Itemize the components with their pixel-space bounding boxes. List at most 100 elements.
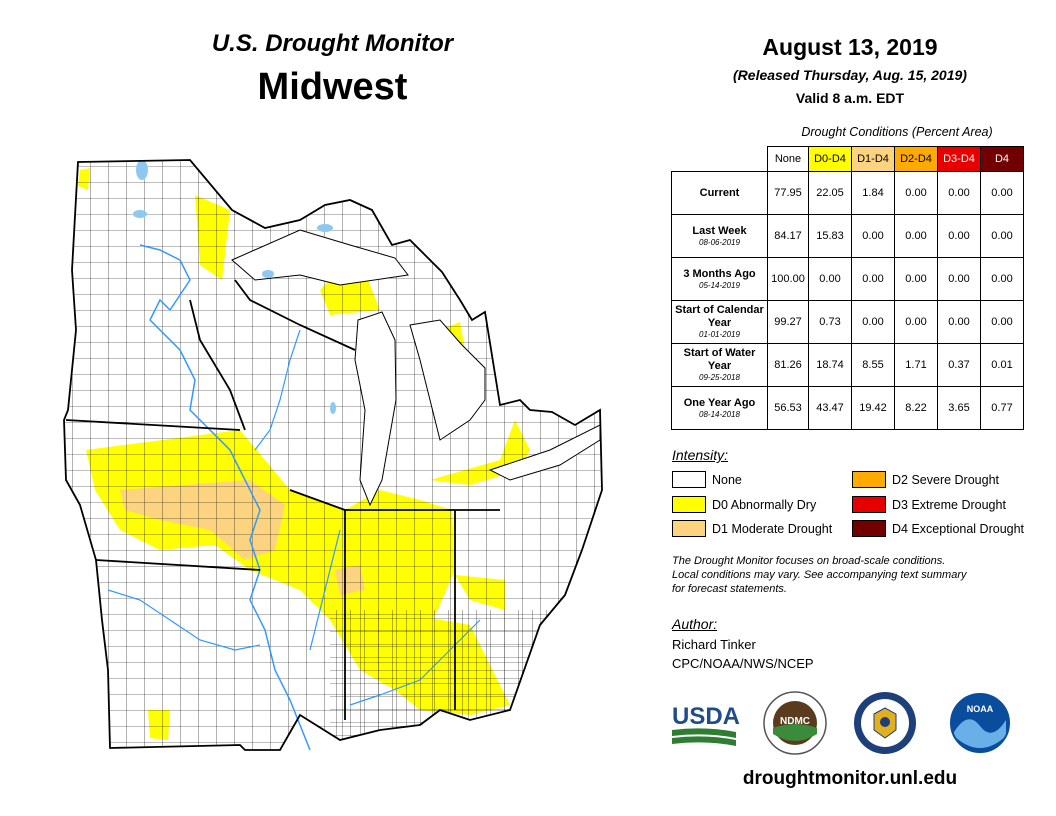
commerce-seal-icon: [854, 692, 916, 754]
table-cell: 8.22: [894, 386, 938, 430]
row-label: 3 Months Ago 05-14-2019: [671, 257, 768, 301]
legend-item-d2: D2 Severe Drought: [852, 471, 999, 488]
legend-swatch: [672, 471, 706, 488]
legend-item-none: None: [672, 471, 742, 488]
note-line: for forecast statements.: [672, 583, 787, 595]
drought-map: [63, 159, 603, 751]
wisconsin-river: [254, 329, 301, 451]
legend-swatch: [672, 520, 706, 537]
table-cell: 19.42: [851, 386, 895, 430]
row-label-text: Start of Water Year: [683, 347, 756, 372]
table-cell: 0.00: [894, 214, 938, 258]
table-row: One Year Ago 08-14-2018 56.53 43.47 19.42 8.2…: [671, 386, 1024, 430]
row-date: 05-14-2019: [699, 280, 740, 290]
legend-label: D1 Moderate Drought: [712, 521, 833, 536]
ndmc-logo-icon: NDMC: [763, 691, 827, 755]
map-date: August 13, 2019: [762, 34, 938, 60]
row-date: 08-06-2019: [699, 237, 740, 247]
lake-icon: [262, 270, 274, 278]
svg-text:USDA: USDA: [672, 703, 740, 730]
table-cell: 22.05: [808, 171, 852, 215]
table-cell: 0.00: [937, 257, 981, 301]
table-cell: 1.84: [851, 171, 895, 215]
table-cell: 100.00: [767, 257, 809, 301]
row-label-text: Start of Calendar Year: [675, 304, 764, 329]
row-label-text: 3 Months Ago: [683, 267, 756, 280]
table-cell: 0.73: [808, 300, 852, 344]
usda-logo-icon: USDA: [672, 703, 740, 746]
legend-item-d1: D1 Moderate Drought: [672, 520, 832, 537]
row-label: Start of Water Year 09-25-2018: [671, 343, 768, 387]
lake-icon: [330, 402, 336, 414]
table-cell: 56.53: [767, 386, 809, 430]
website-link[interactable]: droughtmonitor.unl.edu: [742, 768, 958, 789]
monitor-title: U.S. Drought Monitor: [211, 30, 454, 57]
row-date: 01-01-2019: [699, 330, 740, 339]
table-cell: 0.00: [808, 257, 852, 301]
state-borders: [63, 159, 603, 751]
legend-label: D4 Exceptional Drought: [892, 521, 1025, 536]
ohio-river: [349, 619, 481, 706]
table-cell: 81.26: [767, 343, 809, 387]
svg-text:NDMC: NDMC: [780, 716, 810, 727]
illinois-river: [309, 529, 341, 651]
table-row: Start of Water Year 09-25-2018 81.26 18.74 8…: [671, 343, 1024, 387]
valid-time: Valid 8 a.m. EDT: [795, 90, 905, 106]
disclaimer-note: The Drought Monitor focuses on broad-sca…: [672, 554, 1032, 596]
table-cell: 0.00: [980, 171, 1024, 215]
col-d1-d4: D1-D4: [851, 146, 895, 172]
table-cell: 0.00: [851, 300, 895, 344]
legend-swatch: [852, 496, 886, 513]
row-label-text: Current: [699, 186, 740, 199]
table-cell: 99.27: [767, 300, 809, 344]
row-label-text: Last Week: [692, 224, 747, 237]
author-org: CPC/NOAA/NWS/NCEP: [672, 656, 814, 671]
legend-swatch: [672, 496, 706, 513]
legend-label: D3 Extreme Drought: [892, 497, 1006, 512]
author-name: Richard Tinker: [672, 637, 756, 652]
table-cell: 0.00: [980, 214, 1024, 258]
table-cell: 3.65: [937, 386, 981, 430]
table-corner: [672, 147, 768, 172]
table-cell: 0.00: [851, 214, 895, 258]
table-cell: 0.37: [937, 343, 981, 387]
table-cell: 1.71: [894, 343, 938, 387]
table-cell: 0.00: [894, 300, 938, 344]
legend-item-d0: D0 Abnormally Dry: [672, 496, 816, 513]
table-cell: 84.17: [767, 214, 809, 258]
table-caption: Drought Conditions (Percent Area): [801, 125, 993, 139]
col-d2-d4: D2-D4: [894, 146, 938, 172]
table-cell: 0.00: [980, 257, 1024, 301]
table-cell: 0.00: [937, 171, 981, 215]
missouri-river: [107, 589, 261, 651]
table-cell: 0.00: [937, 214, 981, 258]
drought-conditions-table: None D0-D4 D1-D4 D2-D4 D3-D4 D4 Current 7…: [671, 146, 1024, 430]
note-line: Local conditions may vary. See accompany…: [672, 569, 967, 581]
lake-icon: [136, 160, 148, 180]
col-d3-d4: D3-D4: [937, 146, 981, 172]
legend-item-d4: D4 Exceptional Drought: [852, 520, 1024, 537]
row-date: 09-25-2018: [699, 373, 740, 382]
legend-item-d3: D3 Extreme Drought: [852, 496, 1006, 513]
author-label: Author:: [672, 616, 718, 632]
table-row: Last Week 08-06-2019 84.17 15.83 0.00 0.00 0.0…: [671, 214, 1024, 258]
table-cell: 43.47: [808, 386, 852, 430]
table-cell: 18.74: [808, 343, 852, 387]
row-label: Start of Calendar Year 01-01-2019: [671, 300, 768, 344]
legend-label: D2 Severe Drought: [892, 472, 1000, 487]
lake-icon: [317, 224, 333, 232]
noaa-logo-icon: NOAA: [950, 693, 1010, 753]
lake-icon: [133, 210, 147, 218]
table-cell: 0.00: [894, 171, 938, 215]
note-line: The Drought Monitor focuses on broad-sca…: [672, 555, 946, 567]
row-label: Last Week 08-06-2019: [671, 214, 768, 258]
table-cell: 77.95: [767, 171, 809, 215]
legend-label: None: [712, 472, 742, 487]
legend-swatch: [852, 471, 886, 488]
col-d0-d4: D0-D4: [808, 146, 852, 172]
row-label: One Year Ago 08-14-2018: [671, 386, 768, 430]
legend-title: Intensity:: [672, 447, 729, 463]
table-cell: 0.00: [980, 300, 1024, 344]
row-label-text: One Year Ago: [683, 396, 756, 409]
legend-swatch: [852, 520, 886, 537]
